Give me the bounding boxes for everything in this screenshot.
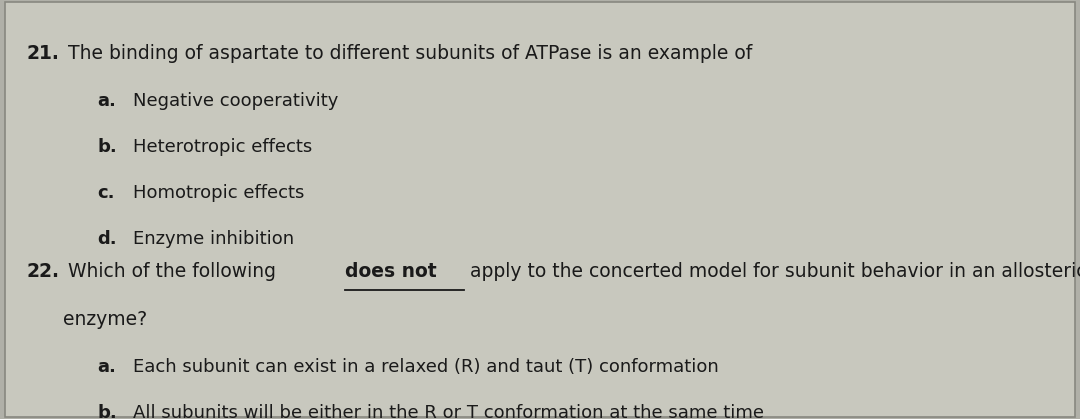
Text: All subunits will be either in the R or T conformation at the same time: All subunits will be either in the R or … [133,404,764,419]
Text: Negative cooperativity: Negative cooperativity [133,92,338,110]
Text: Which of the following: Which of the following [62,262,282,281]
Text: apply to the concerted model for subunit behavior in an allosteric: apply to the concerted model for subunit… [463,262,1080,281]
Text: b.: b. [97,138,117,156]
Text: The binding of aspartate to different subunits of ATPase is an example of: The binding of aspartate to different su… [62,44,752,63]
Text: b.: b. [97,404,117,419]
Text: a.: a. [97,92,116,110]
Text: d.: d. [97,230,117,248]
Text: c.: c. [97,184,114,202]
Text: 22.: 22. [27,262,60,281]
Text: enzyme?: enzyme? [63,310,147,329]
Text: does not: does not [346,262,437,281]
Text: 21.: 21. [27,44,59,63]
Text: Heterotropic effects: Heterotropic effects [133,138,312,156]
Text: Each subunit can exist in a relaxed (R) and taut (T) conformation: Each subunit can exist in a relaxed (R) … [133,358,718,376]
Text: Homotropic effects: Homotropic effects [133,184,305,202]
FancyBboxPatch shape [5,2,1075,417]
Text: a.: a. [97,358,116,376]
Text: Enzyme inhibition: Enzyme inhibition [133,230,294,248]
